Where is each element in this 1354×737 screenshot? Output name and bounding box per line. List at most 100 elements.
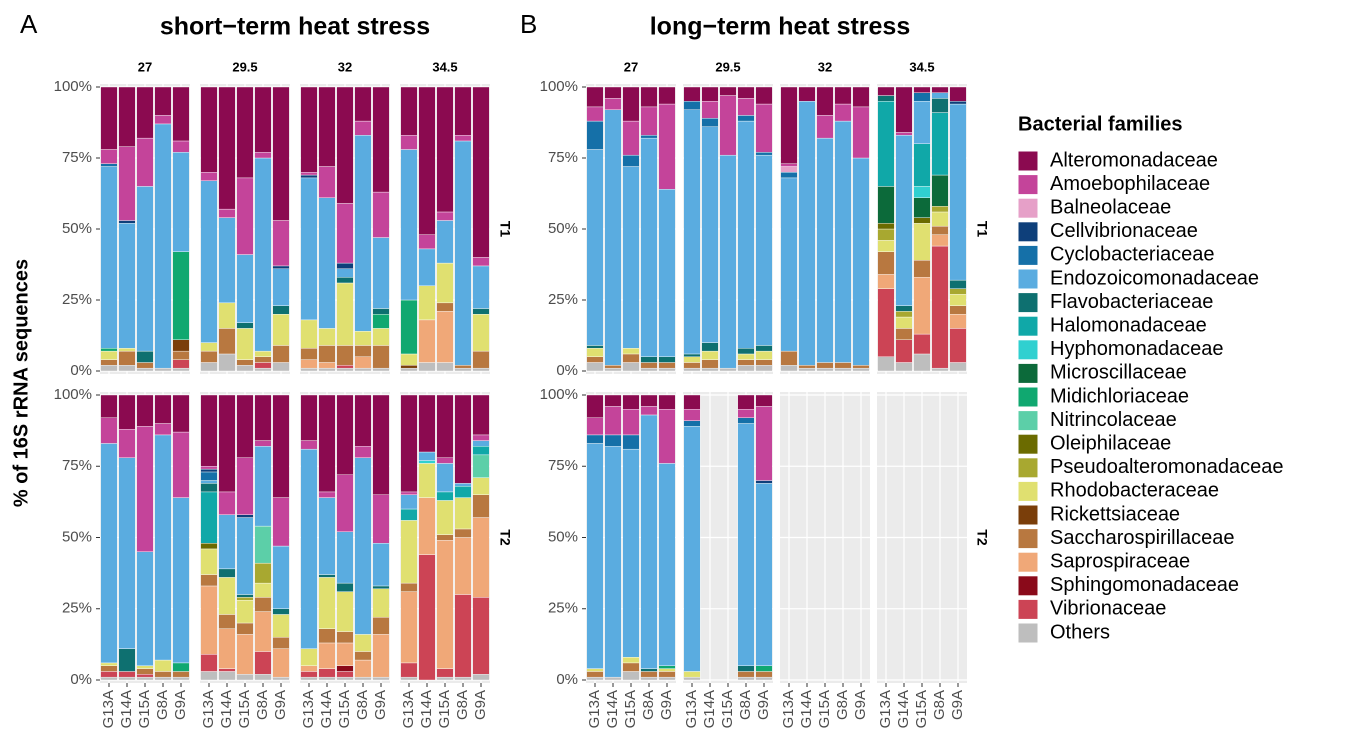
bar-segment <box>931 92 949 99</box>
bar-segment <box>454 486 472 498</box>
bar-segment <box>236 86 254 179</box>
legend-label: Midichloriaceae <box>1050 385 1189 407</box>
bar-segment <box>658 409 676 464</box>
bar-segment <box>318 328 336 346</box>
bar-segment <box>640 414 658 669</box>
legend-key <box>1017 292 1039 314</box>
bar-segment <box>816 362 834 369</box>
bar-segment <box>200 350 218 363</box>
bar-segment <box>737 394 755 410</box>
bar-segment <box>737 98 755 116</box>
bar-segment <box>737 665 755 672</box>
bar-segment <box>354 356 372 369</box>
bar-segment <box>895 316 913 329</box>
bar-segment <box>913 260 931 278</box>
y-tick-label: 50% <box>548 528 578 545</box>
panel-label: A <box>20 9 38 39</box>
bar-segment <box>949 314 967 329</box>
bar-segment <box>300 86 318 173</box>
bar-segment <box>200 543 218 550</box>
bar-segment <box>300 348 318 360</box>
bar-segment <box>436 220 454 264</box>
legend-label: Pseudoalteromonadaceae <box>1050 456 1284 478</box>
bar-segment <box>336 671 354 678</box>
bar-segment <box>100 417 118 444</box>
bar-segment <box>272 314 290 346</box>
bar-segment <box>318 166 336 198</box>
bar-segment <box>436 311 454 363</box>
bar-segment <box>622 409 640 436</box>
legend-label: Rhodobacteraceae <box>1050 480 1219 502</box>
x-tick-label: G8A <box>154 690 171 720</box>
bar-segment <box>336 345 354 366</box>
bar-segment <box>318 497 336 575</box>
bar-segment <box>931 98 949 113</box>
bar-segment <box>272 614 290 638</box>
y-tick-label: 100% <box>54 78 92 95</box>
bar-segment <box>336 262 354 269</box>
bar-segment <box>931 225 949 235</box>
bar-segment <box>200 491 218 544</box>
bar-segment <box>100 665 118 672</box>
bar-segment <box>877 100 895 187</box>
bar-segment <box>236 254 254 323</box>
bar-segment <box>640 367 658 372</box>
bar-segment <box>200 466 218 470</box>
bar-segment <box>701 86 719 102</box>
bar-segment <box>336 582 354 592</box>
bar-segment <box>172 431 190 498</box>
bar-segment <box>336 282 354 346</box>
bar-segment <box>604 86 622 99</box>
bar-segment <box>877 228 895 241</box>
bar-segment <box>640 137 658 357</box>
facet-label: 34.5 <box>909 59 934 74</box>
bar-segment <box>100 365 118 372</box>
x-tick-label: G8A <box>931 690 948 720</box>
bar-segment <box>118 429 136 458</box>
bar-segment <box>200 548 218 575</box>
legend-key <box>1017 268 1039 290</box>
bar-segment <box>877 356 895 372</box>
bar-segment <box>604 394 622 407</box>
bar-segment <box>586 668 604 672</box>
bar-segment <box>200 180 218 343</box>
y-tick-label: 100% <box>54 386 92 403</box>
bar-segment <box>218 86 236 210</box>
bar-segment <box>755 406 773 481</box>
bar-segment <box>272 265 290 269</box>
bar-segment <box>798 86 816 102</box>
bar-segment <box>701 118 719 127</box>
bar-segment <box>586 394 604 418</box>
bar-segment <box>254 362 272 369</box>
bar-segment <box>372 367 390 372</box>
bar-segment <box>931 174 949 207</box>
bar-segment <box>755 480 773 484</box>
y-tick-label: 75% <box>62 149 92 166</box>
bar-segment <box>798 100 816 366</box>
bar-segment <box>300 319 318 349</box>
bar-segment <box>400 662 418 678</box>
bar-segment <box>300 177 318 321</box>
bar-segment <box>586 434 604 444</box>
bar-segment <box>118 394 136 430</box>
period-label: T1 <box>974 221 990 238</box>
y-tick-label: 25% <box>62 600 92 617</box>
bar-segment <box>640 671 658 678</box>
bar-segment <box>336 591 354 632</box>
bar-segment <box>755 671 773 678</box>
legend-key <box>1017 221 1039 243</box>
bar-segment <box>372 494 390 544</box>
bar-segment <box>949 100 967 105</box>
bar-segment <box>931 367 949 372</box>
bar-segment <box>755 86 773 105</box>
bar-segment <box>336 365 354 369</box>
y-tick-label: 75% <box>62 457 92 474</box>
bar-segment <box>780 166 798 173</box>
x-tick-label: G8A <box>254 690 271 720</box>
x-tick-label: G14A <box>798 690 815 728</box>
bar-segment <box>658 189 676 358</box>
y-tick-label: 25% <box>548 600 578 617</box>
bar-segment <box>658 665 676 669</box>
legend-key <box>1017 480 1039 502</box>
bar-segment <box>895 86 913 133</box>
